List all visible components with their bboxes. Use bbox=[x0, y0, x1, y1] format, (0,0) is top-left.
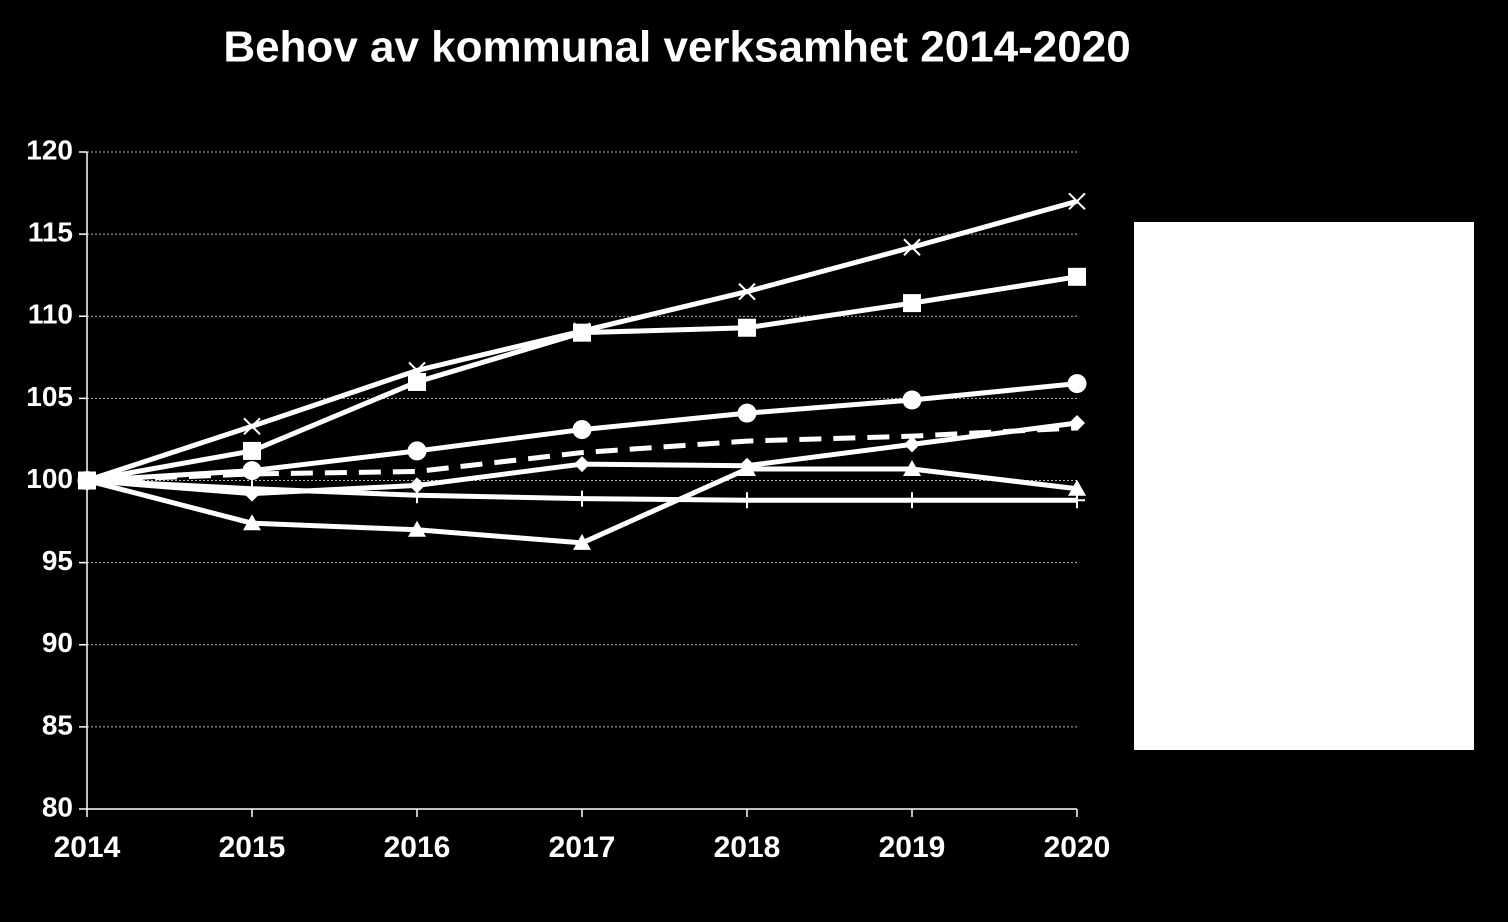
y-tick-label: 110 bbox=[28, 299, 73, 330]
marker bbox=[903, 238, 921, 256]
series-line bbox=[86, 425, 1078, 483]
marker bbox=[79, 472, 95, 489]
marker bbox=[739, 492, 755, 509]
x-tick-label: 2019 bbox=[879, 831, 946, 864]
marker bbox=[408, 372, 426, 391]
y-tick-label: 85 bbox=[42, 709, 73, 740]
x-tick-label: 2015 bbox=[219, 831, 286, 864]
marker bbox=[903, 460, 921, 477]
marker bbox=[738, 282, 756, 301]
marker bbox=[574, 456, 590, 473]
marker bbox=[1069, 415, 1085, 432]
marker bbox=[409, 477, 425, 494]
marker bbox=[407, 441, 427, 461]
x-tick-label: 2016 bbox=[384, 831, 451, 864]
chart-title: Behov av kommunal verksamhet 2014-2020 bbox=[223, 23, 1130, 72]
y-tick-label: 120 bbox=[26, 134, 73, 165]
x-tick-label: 2014 bbox=[54, 831, 121, 864]
marker bbox=[1068, 267, 1086, 286]
marker bbox=[1067, 374, 1087, 394]
marker bbox=[572, 420, 592, 440]
marker bbox=[1068, 479, 1086, 496]
marker bbox=[1068, 192, 1086, 210]
marker bbox=[243, 441, 261, 460]
marker bbox=[408, 520, 426, 537]
marker bbox=[737, 403, 757, 423]
x-tick-label: 2018 bbox=[714, 831, 781, 864]
marker bbox=[574, 490, 590, 507]
y-tick-label: 95 bbox=[42, 545, 73, 576]
marker bbox=[573, 533, 591, 550]
marker bbox=[903, 294, 921, 313]
marker bbox=[904, 492, 920, 509]
marker bbox=[1069, 492, 1085, 509]
marker bbox=[902, 390, 922, 410]
x-tick-label: 2020 bbox=[1044, 831, 1111, 864]
marker bbox=[904, 436, 920, 453]
y-tick-label: 90 bbox=[42, 627, 73, 658]
y-tick-label: 100 bbox=[26, 463, 73, 494]
y-tick-label: 80 bbox=[42, 791, 73, 822]
marker bbox=[738, 318, 756, 337]
marker bbox=[738, 460, 756, 477]
marker bbox=[242, 461, 262, 481]
marker bbox=[243, 417, 261, 436]
marker bbox=[244, 480, 260, 497]
legend-box bbox=[1134, 222, 1474, 750]
marker bbox=[409, 487, 425, 504]
x-tick-label: 2017 bbox=[549, 831, 616, 864]
y-tick-label: 115 bbox=[28, 217, 73, 248]
marker bbox=[573, 323, 591, 342]
marker bbox=[243, 514, 261, 531]
y-tick-label: 105 bbox=[26, 381, 73, 412]
